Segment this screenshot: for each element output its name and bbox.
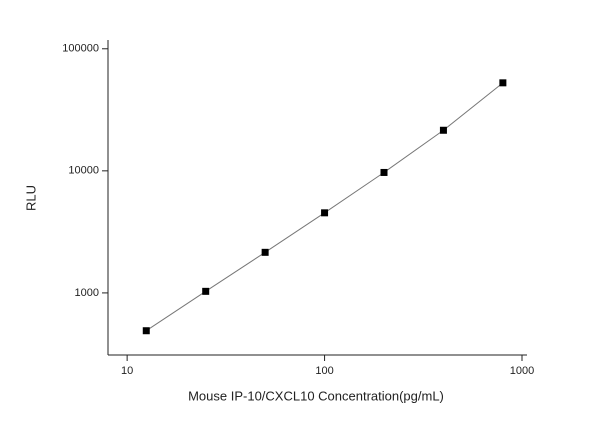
y-tick-label: 1000 — [75, 287, 99, 299]
x-axis-label: Mouse IP-10/CXCL10 Concentration(pg/mL) — [188, 388, 444, 403]
data-point — [321, 209, 329, 217]
y-tick-label: 100000 — [62, 43, 99, 55]
y-tick-label: 10000 — [68, 165, 99, 177]
data-point — [202, 287, 210, 295]
data-point — [261, 248, 269, 256]
data-point — [499, 79, 507, 87]
data-point — [380, 168, 388, 176]
x-tick-label: 100 — [315, 365, 333, 377]
y-axis-label: RLU — [23, 185, 38, 211]
x-tick-label: 10 — [121, 365, 133, 377]
data-point — [439, 126, 447, 134]
fit-line — [145, 82, 504, 332]
data-point — [142, 327, 150, 335]
x-tick-label: 1000 — [510, 365, 534, 377]
